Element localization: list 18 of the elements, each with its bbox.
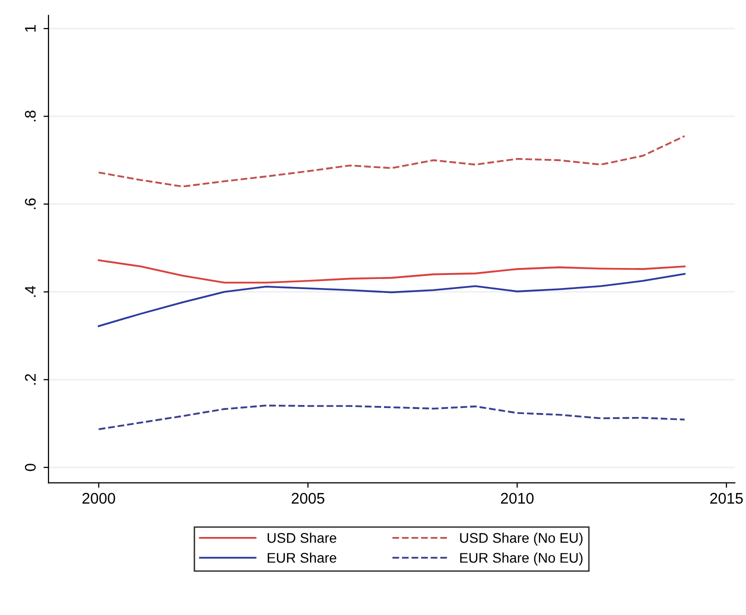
y-tick-label: .2 bbox=[24, 374, 36, 385]
y-tick-label: 0 bbox=[24, 464, 36, 472]
y-tick-label: .6 bbox=[24, 198, 36, 210]
legend-label: USD Share (No EU) bbox=[460, 532, 582, 546]
x-tick-label: 2005 bbox=[292, 492, 324, 504]
x-tick-label: 2015 bbox=[710, 492, 743, 504]
x-tick-label: 2000 bbox=[82, 492, 116, 504]
legend-label: EUR Share (No EU) bbox=[460, 552, 582, 566]
line-series bbox=[98, 272, 686, 327]
line-series bbox=[98, 404, 686, 430]
legend-label: USD Share bbox=[268, 532, 336, 543]
y-tick-label: .8 bbox=[24, 110, 36, 122]
x-tick-label: 2010 bbox=[500, 492, 534, 504]
legend-label: EUR Share bbox=[268, 552, 336, 563]
y-tick-label: .4 bbox=[25, 286, 36, 297]
line-series bbox=[98, 259, 686, 284]
y-tick-label: 1 bbox=[25, 25, 36, 32]
line-series bbox=[98, 135, 686, 188]
